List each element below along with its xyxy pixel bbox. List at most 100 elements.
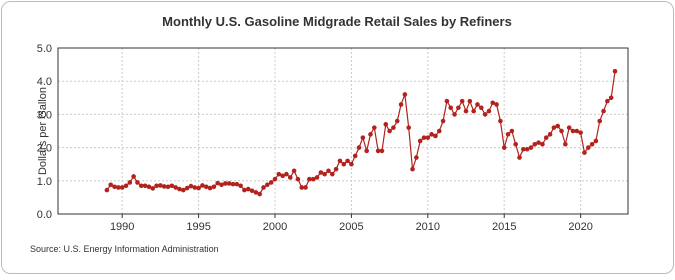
x-tick-label: 1990: [110, 221, 134, 233]
y-tick-label: 4.0: [37, 76, 52, 88]
data-point: [521, 146, 526, 152]
data-point: [452, 112, 457, 117]
data-point: [436, 128, 442, 134]
data-point: [417, 138, 423, 144]
data-point: [146, 184, 152, 190]
data-point: [349, 161, 354, 167]
data-point: [215, 180, 220, 186]
data-point: [612, 68, 618, 74]
data-point: [326, 168, 331, 174]
data-point: [245, 186, 251, 192]
data-point: [448, 105, 454, 111]
data-point: [173, 185, 178, 190]
data-point: [421, 135, 427, 140]
data-point: [490, 100, 496, 106]
data-point: [310, 176, 316, 182]
y-tick-label: 0.0: [37, 209, 52, 221]
data-point: [337, 158, 343, 164]
data-point: [372, 125, 377, 130]
data-point: [127, 180, 133, 185]
data-point: [570, 128, 576, 134]
data-point: [478, 105, 484, 111]
data-point: [223, 181, 228, 186]
data-point: [517, 155, 522, 160]
data-point: [543, 135, 549, 140]
data-point: [291, 168, 297, 174]
data-point: [597, 118, 603, 124]
data-point: [131, 174, 136, 179]
data-point: [307, 176, 312, 182]
data-point: [165, 184, 171, 190]
data-point: [578, 130, 583, 135]
data-point: [200, 183, 205, 188]
data-point: [303, 185, 308, 190]
data-point: [299, 185, 305, 190]
data-point: [375, 148, 381, 154]
data-point: [459, 98, 465, 104]
x-tick-label: 2010: [416, 221, 440, 233]
x-tick-label: 2020: [568, 221, 592, 233]
data-point: [501, 145, 507, 150]
y-tick-label: 2.0: [37, 143, 52, 155]
data-point: [528, 145, 534, 150]
data-point: [192, 185, 198, 190]
data-point: [181, 187, 186, 193]
data-point: [272, 176, 278, 182]
data-point: [207, 185, 213, 191]
data-point: [402, 92, 408, 97]
data-point: [414, 155, 419, 160]
data-point: [138, 183, 144, 189]
data-point: [532, 141, 538, 147]
data-point: [563, 141, 568, 147]
data-point: [486, 108, 492, 114]
data-point: [547, 132, 553, 137]
data-point: [238, 183, 243, 189]
data-point: [150, 186, 156, 191]
data-point: [494, 102, 499, 107]
data-point: [287, 175, 293, 180]
y-tick-label: 1.0: [37, 176, 52, 188]
data-point: [456, 105, 461, 111]
source: Source: U.S. Energy Information Administ…: [30, 244, 219, 254]
data-point: [211, 184, 217, 190]
data-point: [524, 146, 530, 152]
data-point: [482, 112, 488, 117]
data-point: [383, 122, 389, 127]
data-point: [261, 185, 266, 190]
data-point: [379, 148, 385, 154]
data-point: [119, 185, 125, 190]
data-point: [498, 118, 503, 124]
data-point: [394, 118, 400, 124]
data-point: [257, 191, 263, 197]
data-point: [280, 173, 285, 179]
data-point: [475, 102, 480, 107]
data-point: [318, 170, 324, 175]
data-point: [330, 171, 335, 177]
data-point: [108, 182, 114, 188]
data-point: [391, 125, 396, 130]
data-point: [555, 123, 561, 129]
data-point: [268, 180, 274, 185]
data-point: [161, 184, 167, 189]
x-tick-label: 2005: [339, 221, 363, 233]
data-point: [368, 132, 373, 137]
x-tick-label: 1995: [186, 221, 210, 233]
data-point: [184, 185, 190, 191]
data-point: [116, 185, 121, 190]
data-point: [605, 98, 610, 104]
data-point: [135, 180, 140, 185]
data-point: [429, 132, 434, 137]
data-point: [398, 102, 404, 107]
data-point: [265, 182, 270, 188]
data-point: [196, 185, 201, 191]
y-axis-label: Dollars per Gallon: [37, 87, 49, 175]
data-point: [230, 181, 236, 187]
data-point: [364, 148, 369, 154]
data-point: [154, 183, 159, 189]
data-point: [425, 135, 431, 140]
frame: [1, 1, 674, 274]
data-point: [234, 181, 240, 187]
data-point: [352, 153, 358, 159]
data-point: [463, 108, 469, 114]
data-point: [112, 184, 117, 190]
